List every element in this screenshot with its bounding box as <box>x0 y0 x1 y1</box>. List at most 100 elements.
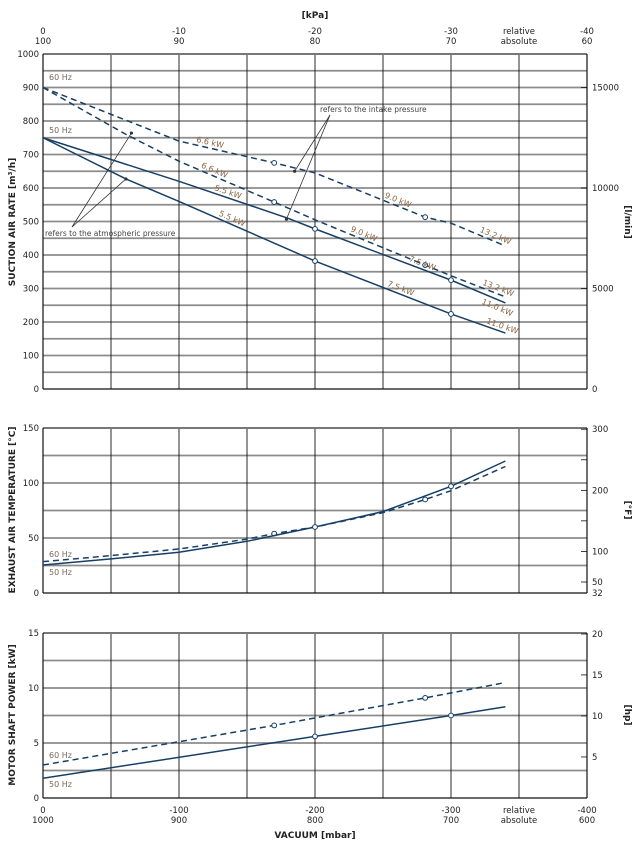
data-point-marker <box>312 225 318 232</box>
frequency-label: 50 Hz <box>49 780 72 789</box>
data-point-marker <box>312 258 318 264</box>
series-line-50hz-solid <box>42 705 506 779</box>
y-tick-label: 200 <box>23 318 39 328</box>
y-axis-title-power: MOTOR SHAFT POWER [kW] <box>8 644 18 785</box>
data-point-marker <box>448 311 454 317</box>
data-point-marker <box>422 695 429 701</box>
y-tick-label: 0 <box>34 385 39 395</box>
top-axis-absolute-label: 90 <box>174 37 185 47</box>
y-tick-label: 100 <box>23 352 39 362</box>
data-point-marker <box>271 199 278 205</box>
bottom-axis-absolute-label: 700 <box>443 816 459 826</box>
annotation-arrowhead <box>129 131 133 135</box>
bottom-axis-relative-label: -300 <box>441 806 460 816</box>
y-tick-label: 900 <box>23 84 39 94</box>
right-tick-label: 32 <box>592 589 603 599</box>
top-axis-absolute-label: 100 <box>35 37 51 47</box>
right-tick-label: 200 <box>592 486 608 496</box>
right-tick-label: 10 <box>592 712 603 722</box>
data-point-marker <box>422 214 429 221</box>
annotation-leader-line <box>71 178 127 228</box>
series-line-50hz-solid <box>42 137 506 334</box>
right-tick-label: 15 <box>592 671 603 681</box>
power-label: 11.0 kW <box>485 316 519 335</box>
power-label: 9.0 kW <box>349 225 378 244</box>
top-axis-relative-label: -40 <box>580 27 594 37</box>
annotation-text: refers to the atmospheric pressure <box>45 229 176 238</box>
data-point-marker <box>422 262 429 268</box>
bottom-axis-absolute-label: 1000 <box>32 816 54 826</box>
annotation-leader-line <box>286 114 331 220</box>
y-axis-title-air-rate: SUCTION AIR RATE [m³/h] <box>8 158 18 286</box>
top-axis-absolute-label: 60 <box>582 37 593 47</box>
series-line-60hz-dashed <box>42 681 506 766</box>
data-point-marker <box>448 483 454 490</box>
data-point-marker <box>312 524 318 530</box>
top-axis-absolute-label: 70 <box>446 37 457 47</box>
data-point-marker <box>271 722 278 729</box>
top-axis-relative-label: -10 <box>172 27 186 37</box>
right-tick-label: 10000 <box>592 184 619 194</box>
bottom-axis-absolute-label: absolute <box>501 816 538 826</box>
data-point-marker <box>422 496 429 503</box>
y-tick-label: 0 <box>34 794 39 804</box>
top-axis-relative-label: 0 <box>40 27 45 37</box>
annotation-text: refers to the intake pressure <box>320 105 427 114</box>
y-tick-label: 50 <box>28 534 39 544</box>
annotation-leader-line <box>294 114 331 172</box>
bottom-axis-relative-label: relative <box>503 806 535 816</box>
right-axis-title-hp: [hp] <box>622 704 632 725</box>
right-axis-title-lmin: [l/min] <box>622 205 632 238</box>
data-point-marker <box>271 159 278 166</box>
right-tick-label: 100 <box>592 547 608 557</box>
data-point-marker <box>448 712 454 719</box>
frequency-label: 60 Hz <box>49 550 72 559</box>
right-tick-label: 0 <box>592 385 597 395</box>
top-axis-title: [kPa] <box>302 11 329 21</box>
annotation-arrowhead <box>284 217 289 221</box>
y-tick-label: 0 <box>34 589 39 599</box>
series-line-60hz-dashed <box>42 86 506 298</box>
y-tick-label: 800 <box>23 117 39 127</box>
bottom-axis-absolute-label: 800 <box>307 816 323 826</box>
power-label: 13.2 kW <box>479 225 513 246</box>
y-tick-label: 5 <box>34 739 39 749</box>
top-axis-relative-label: relative <box>503 27 535 37</box>
top-axis-absolute-label: absolute <box>501 37 538 47</box>
frequency-label: 50 Hz <box>49 568 72 577</box>
right-tick-label: 300 <box>592 425 608 435</box>
right-tick-label: 5000 <box>592 285 614 295</box>
x-axis-title: VACUUM [mbar] <box>274 831 355 841</box>
y-tick-label: 500 <box>23 218 39 228</box>
right-tick-label: 50 <box>592 578 603 588</box>
y-tick-label: 400 <box>23 251 39 261</box>
y-tick-label: 15 <box>28 629 39 639</box>
frequency-label: 50 Hz <box>49 126 72 135</box>
bottom-axis-absolute-label: 900 <box>171 816 187 826</box>
top-axis-relative-label: -20 <box>308 27 322 37</box>
bottom-axis-relative-label: -100 <box>169 806 188 816</box>
right-axis-title-fahrenheit: [°F] <box>622 501 632 520</box>
series-line-50hz-solid <box>42 137 506 304</box>
y-tick-label: 1000 <box>17 50 39 60</box>
y-tick-label: 300 <box>23 285 39 295</box>
series-line-60hz-dashed <box>42 465 506 563</box>
series-line-50hz-solid <box>42 460 506 566</box>
right-tick-label: 20 <box>592 630 603 640</box>
bottom-axis-relative-label: -400 <box>577 806 596 816</box>
right-tick-label: 15000 <box>592 84 619 94</box>
series-line-60hz-dashed <box>42 86 506 247</box>
annotation-arrowhead <box>293 169 297 173</box>
y-tick-label: 10 <box>28 684 39 694</box>
top-axis-absolute-label: 80 <box>310 37 321 47</box>
bottom-axis-absolute-label: 600 <box>579 816 595 826</box>
top-axis-relative-label: -30 <box>444 27 458 37</box>
frequency-label: 60 Hz <box>49 751 72 760</box>
y-tick-label: 150 <box>23 424 39 434</box>
frequency-label: 60 Hz <box>49 73 72 82</box>
y-tick-label: 100 <box>23 479 39 489</box>
annotation-leader-line <box>71 132 132 228</box>
y-tick-label: 700 <box>23 151 39 161</box>
annotation-arrowhead <box>124 177 128 181</box>
